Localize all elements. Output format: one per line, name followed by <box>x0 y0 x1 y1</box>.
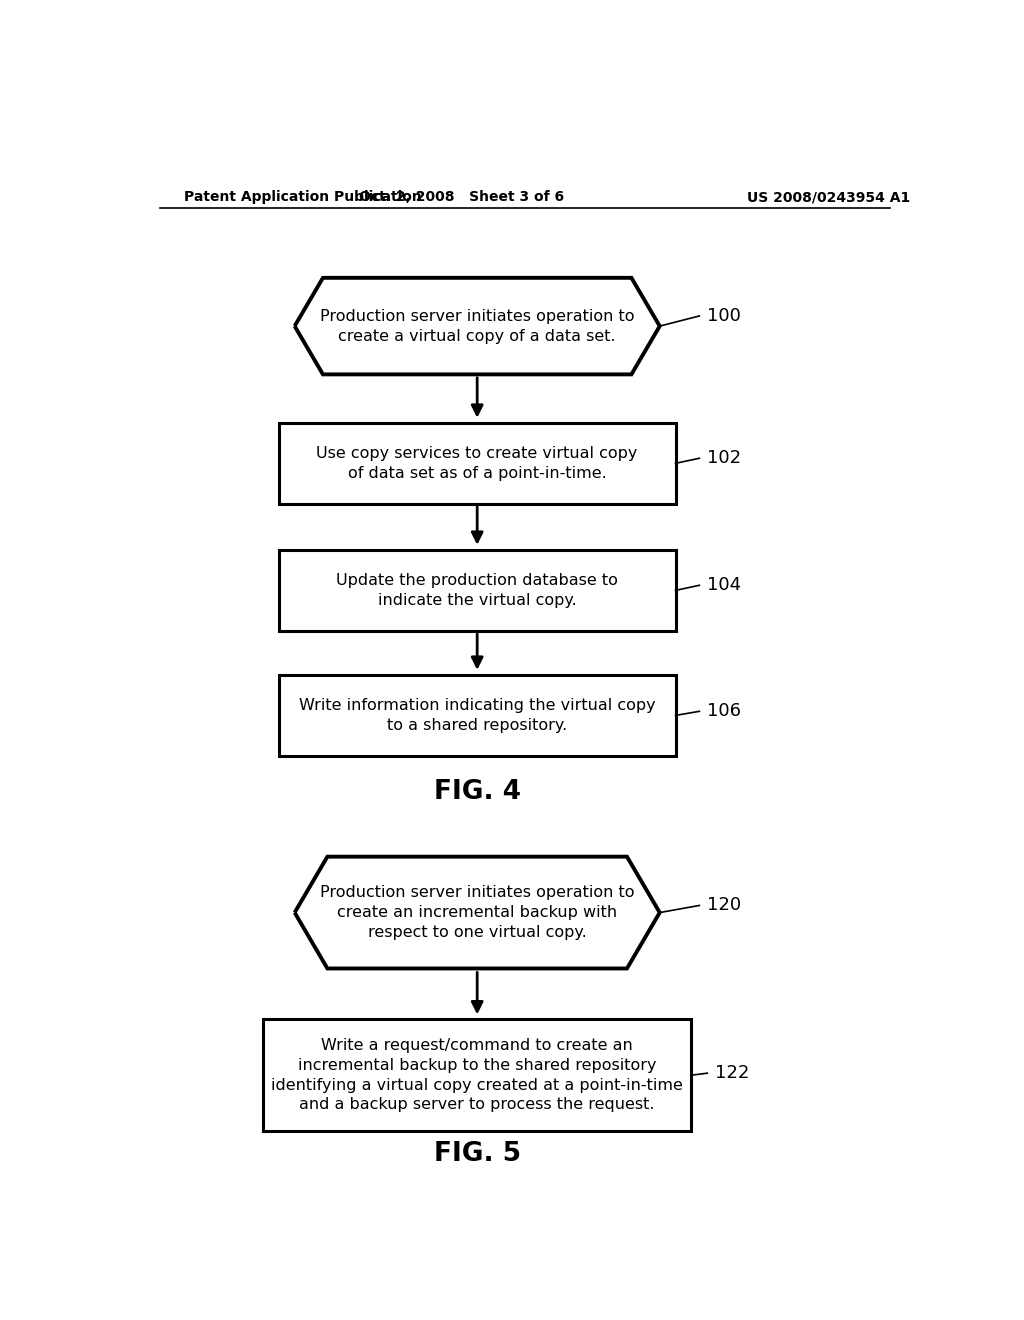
Text: 106: 106 <box>708 702 741 721</box>
Text: Patent Application Publication: Patent Application Publication <box>183 190 421 205</box>
Text: FIG. 4: FIG. 4 <box>434 779 520 805</box>
Bar <box>279 422 676 504</box>
Text: Oct. 2, 2008   Sheet 3 of 6: Oct. 2, 2008 Sheet 3 of 6 <box>358 190 564 205</box>
Bar <box>279 675 676 756</box>
Bar <box>279 549 676 631</box>
Text: Write a request/command to create an
incremental backup to the shared repository: Write a request/command to create an inc… <box>271 1038 683 1113</box>
Text: Write information indicating the virtual copy
to a shared repository.: Write information indicating the virtual… <box>299 698 655 733</box>
Text: 122: 122 <box>715 1064 750 1082</box>
Text: Production server initiates operation to
create an incremental backup with
respe: Production server initiates operation to… <box>319 886 635 940</box>
Text: Production server initiates operation to
create a virtual copy of a data set.: Production server initiates operation to… <box>319 309 635 343</box>
Text: 100: 100 <box>708 308 741 325</box>
Text: US 2008/0243954 A1: US 2008/0243954 A1 <box>748 190 910 205</box>
Text: 104: 104 <box>708 577 741 594</box>
Text: 120: 120 <box>708 896 741 915</box>
Text: FIG. 5: FIG. 5 <box>433 1142 521 1167</box>
Text: Update the production database to
indicate the virtual copy.: Update the production database to indica… <box>336 573 618 607</box>
Text: Use copy services to create virtual copy
of data set as of a point-in-time.: Use copy services to create virtual copy… <box>316 446 638 480</box>
Bar <box>263 1019 691 1131</box>
Text: 102: 102 <box>708 449 741 467</box>
